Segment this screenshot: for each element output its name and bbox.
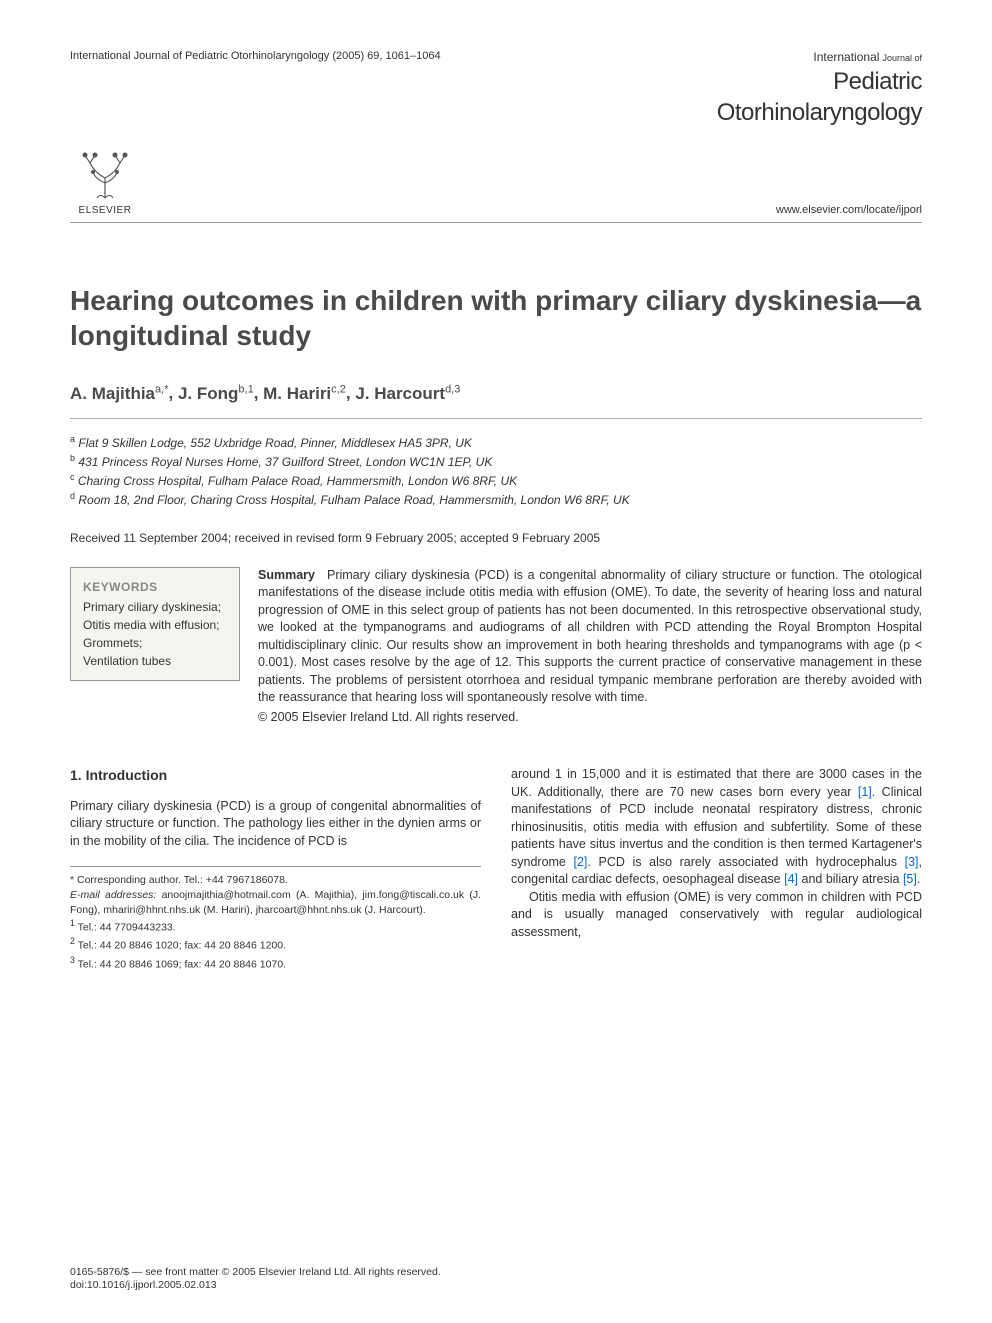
divider (70, 418, 922, 419)
keywords-heading: KEYWORDS (83, 578, 227, 596)
intro-p2: around 1 in 15,000 and it is estimated t… (511, 766, 922, 889)
author: J. Fongb,1 (178, 384, 254, 403)
summary-copyright: © 2005 Elsevier Ireland Ltd. All rights … (258, 709, 922, 727)
keyword: Ventilation tubes (83, 652, 227, 670)
right-column: around 1 in 15,000 and it is estimated t… (511, 766, 922, 972)
front-matter-line: 0165-5876/$ — see front matter © 2005 El… (70, 1266, 922, 1280)
ref-link[interactable]: [4] (784, 872, 798, 886)
article-title: Hearing outcomes in children with primar… (70, 283, 922, 353)
elsevier-block: ELSEVIER www.elsevier.com/locate/ijporl (70, 136, 922, 223)
article-dates: Received 11 September 2004; received in … (70, 531, 922, 545)
elsevier-text: ELSEVIER (79, 205, 132, 216)
ref-link[interactable]: [2] (574, 855, 588, 869)
keyword: Primary ciliary dyskinesia; (83, 598, 227, 616)
affiliation: a Flat 9 Skillen Lodge, 552 Uxbridge Roa… (70, 433, 922, 452)
abstract-row: KEYWORDS Primary ciliary dyskinesia; Oti… (70, 567, 922, 727)
footnote-2: 2 Tel.: 44 20 8846 1020; fax: 44 20 8846… (70, 935, 481, 953)
ref-link[interactable]: [3] (905, 855, 919, 869)
keywords-box: KEYWORDS Primary ciliary dyskinesia; Oti… (70, 567, 240, 681)
header-row: International Journal of Pediatric Otorh… (70, 50, 922, 128)
logo-pediatric: Pediatric (717, 66, 922, 97)
summary-heading: Summary (258, 568, 315, 582)
logo-international: International (813, 50, 879, 64)
keyword: Grommets; (83, 634, 227, 652)
locate-url: www.elsevier.com/locate/ijporl (776, 204, 922, 216)
affiliation: c Charing Cross Hospital, Fulham Palace … (70, 471, 922, 490)
section-heading: 1. Introduction (70, 766, 481, 786)
journal-logo: International Journal of Pediatric Otorh… (717, 50, 922, 128)
logo-otorhinolaryngology: Otorhinolaryngology (717, 97, 922, 128)
intro-p3: Otitis media with effusion (OME) is very… (511, 889, 922, 942)
keyword: Otitis media with effusion; (83, 616, 227, 634)
footnote-1: 1 Tel.: 44 7709443233. (70, 917, 481, 935)
affiliation: b 431 Princess Royal Nurses Home, 37 Gui… (70, 452, 922, 471)
footnotes: * Corresponding author. Tel.: +44 796718… (70, 866, 481, 972)
body-columns: 1. Introduction Primary ciliary dyskines… (70, 766, 922, 972)
elsevier-logo: ELSEVIER (70, 136, 140, 216)
affiliations: a Flat 9 Skillen Lodge, 552 Uxbridge Roa… (70, 433, 922, 509)
author: A. Majithiaa,* (70, 384, 168, 403)
left-column: 1. Introduction Primary ciliary dyskines… (70, 766, 481, 972)
footnote-emails: E-mail addresses: anoojmajithia@hotmail.… (70, 888, 481, 917)
logo-journal-of: Journal of (882, 53, 922, 63)
author: J. Harcourtd,3 (355, 384, 460, 403)
footnote-corresponding: * Corresponding author. Tel.: +44 796718… (70, 873, 481, 888)
doi-line: doi:10.1016/j.ijporl.2005.02.013 (70, 1279, 922, 1293)
ref-link[interactable]: [1] (858, 785, 872, 799)
bottom-matter: 0165-5876/$ — see front matter © 2005 El… (70, 1266, 922, 1293)
summary: SummaryPrimary ciliary dyskinesia (PCD) … (258, 567, 922, 727)
author: M. Hariric,2 (263, 384, 346, 403)
journal-reference: International Journal of Pediatric Otorh… (70, 50, 441, 62)
summary-body: Primary ciliary dyskinesia (PCD) is a co… (258, 568, 922, 705)
footnote-3: 3 Tel.: 44 20 8846 1069; fax: 44 20 8846… (70, 954, 481, 972)
affiliation: d Room 18, 2nd Floor, Charing Cross Hosp… (70, 490, 922, 509)
elsevier-tree-icon (75, 148, 135, 203)
ref-link[interactable]: [5] (903, 872, 917, 886)
authors-line: A. Majithiaa,*, J. Fongb,1, M. Hariric,2… (70, 383, 922, 404)
intro-p1: Primary ciliary dyskinesia (PCD) is a gr… (70, 798, 481, 851)
